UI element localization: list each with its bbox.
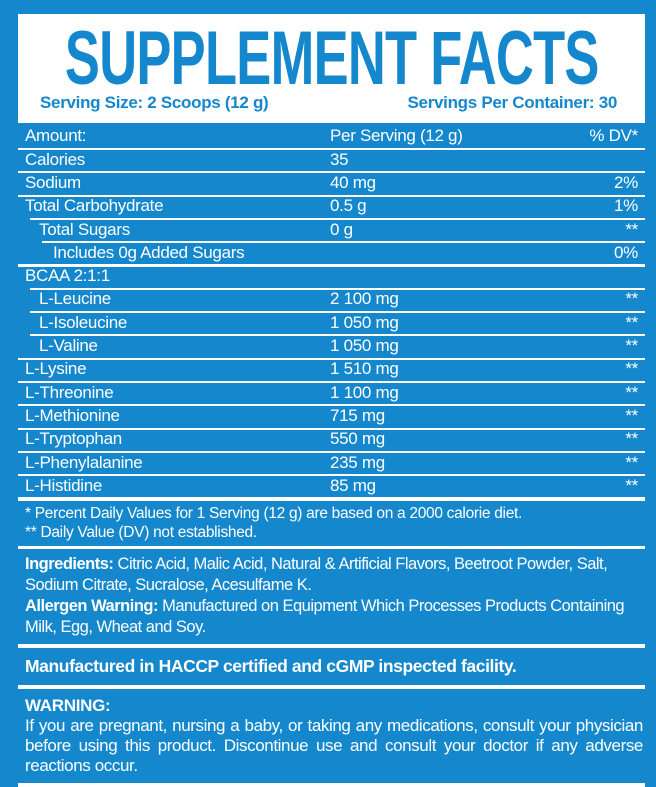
row-name: Sodium: [25, 172, 81, 192]
divider-thick: [18, 643, 645, 648]
divider-thick: [18, 782, 645, 787]
row-name: Total Carbohydrate: [25, 196, 164, 216]
row-name: L-Lysine: [25, 359, 87, 379]
row-name: BCAA 2:1:1: [25, 266, 110, 286]
table-row: L-Tryptophan 550 mg **: [18, 427, 645, 451]
row-dv: **: [625, 336, 638, 356]
table-row: Calories 35: [18, 148, 645, 171]
row-name: L-Valine: [39, 336, 98, 356]
row-dv: **: [625, 289, 638, 309]
divider-thick: [18, 684, 645, 689]
row-name: L-Methionine: [25, 405, 120, 425]
table-row: Total Carbohydrate 0.5 g 1%: [18, 194, 645, 218]
row-name: Includes 0g Added Sugars: [53, 242, 245, 262]
row-name: L-Threonine: [25, 382, 114, 402]
facts-header-row: Amount: Per Serving (12 g) % DV*: [18, 123, 645, 148]
row-dv: **: [625, 405, 638, 425]
footnote-dv-not-established: ** Daily Value (DV) not established.: [25, 523, 257, 541]
row-dv: **: [625, 475, 638, 495]
table-row: L-Leucine 2 100 mg **: [18, 287, 645, 311]
table-row: BCAA 2:1:1: [18, 264, 645, 287]
table-row: L-Isoleucine 1 050 mg **: [18, 311, 645, 334]
row-dv: **: [625, 382, 638, 402]
ingredients-paragraph: Ingredients: Citric Acid, Malic Acid, Na…: [18, 554, 645, 637]
column-header-amount: Amount:: [25, 125, 87, 145]
row-amount: 1 510 mg: [330, 359, 399, 379]
ingredients-text: Citric Acid, Malic Acid, Natural & Artif…: [25, 555, 608, 595]
serving-size: Serving Size: 2 Scoops (12 g): [40, 93, 269, 112]
row-amount: 0 g: [330, 219, 353, 239]
row-dv: **: [625, 312, 638, 332]
table-row: Sodium 40 mg 2%: [18, 171, 645, 194]
servings-per-container: Servings Per Container: 30: [407, 93, 618, 112]
row-dv: 2%: [614, 172, 638, 192]
column-header-per-serving: Per Serving (12 g): [330, 125, 463, 145]
row-dv: 1%: [614, 196, 638, 216]
row-name: L-Phenylalanine: [25, 452, 143, 472]
divider-thick: [18, 497, 645, 502]
row-dv: **: [625, 219, 638, 239]
row-amount: 0.5 g: [330, 196, 367, 216]
allergen-warning-label: Allergen Warning:: [25, 597, 158, 616]
facility-note: Manufactured in HACCP certified and cGMP…: [25, 655, 517, 676]
row-amount: 35: [330, 149, 349, 169]
row-dv: **: [625, 429, 638, 449]
warning-label: WARNING:: [25, 695, 111, 715]
row-dv: **: [625, 359, 638, 379]
row-amount: 235 mg: [330, 452, 385, 472]
row-name: L-Leucine: [39, 289, 111, 309]
divider-medium: [18, 546, 645, 550]
serving-info-row: Serving Size: 2 Scoops (12 g) Servings P…: [18, 93, 645, 123]
table-row: Total Sugars 0 g **: [18, 217, 645, 241]
row-amount: 2 100 mg: [330, 289, 399, 309]
page-title: SUPPLEMENT FACTS: [64, 16, 599, 101]
row-amount: 1 050 mg: [330, 336, 399, 356]
table-row: L-Lysine 1 510 mg **: [18, 357, 645, 381]
ingredients-label: Ingredients:: [25, 555, 114, 574]
row-name: L-Histidine: [25, 475, 103, 495]
warning-block: WARNING: If you are pregnant, nursing a …: [18, 696, 645, 776]
table-row: L-Phenylalanine 235 mg **: [18, 450, 645, 474]
warning-text: If you are pregnant, nursing a baby, or …: [25, 715, 643, 775]
facts-rows: Calories 35 Sodium 40 mg 2% Total Carboh…: [18, 148, 645, 497]
table-row: L-Threonine 1 100 mg **: [18, 380, 645, 404]
facts-panel: Amount: Per Serving (12 g) % DV* Calorie…: [18, 123, 645, 787]
row-amount: 85 mg: [330, 475, 376, 495]
row-dv: 0%: [614, 242, 638, 262]
row-amount: 550 mg: [330, 429, 385, 449]
column-header-dv: % DV*: [589, 125, 638, 145]
header-panel: SUPPLEMENT FACTS Serving Size: 2 Scoops …: [18, 14, 645, 123]
row-name: L-Isoleucine: [39, 312, 128, 332]
title-wrap: SUPPLEMENT FACTS: [18, 16, 645, 101]
row-amount: 1 050 mg: [330, 312, 399, 332]
allergen-warning-text: Manufactured on Equipment Which Processe…: [25, 597, 625, 636]
table-row: L-Methionine 715 mg **: [18, 404, 645, 427]
row-name: L-Tryptophan: [25, 429, 122, 449]
table-row: L-Histidine 85 mg **: [18, 474, 645, 497]
row-dv: **: [625, 452, 638, 472]
row-name: Calories: [25, 149, 85, 169]
footnote-daily-values: * Percent Daily Values for 1 Serving (12…: [25, 505, 523, 523]
row-amount: 40 mg: [330, 172, 376, 192]
table-row: Includes 0g Added Sugars 0%: [18, 241, 645, 264]
row-name: Total Sugars: [39, 219, 130, 239]
footnotes: * Percent Daily Values for 1 Serving (12…: [18, 501, 645, 546]
row-amount: 715 mg: [330, 405, 385, 425]
row-amount: 1 100 mg: [330, 382, 399, 402]
table-row: L-Valine 1 050 mg **: [18, 334, 645, 357]
